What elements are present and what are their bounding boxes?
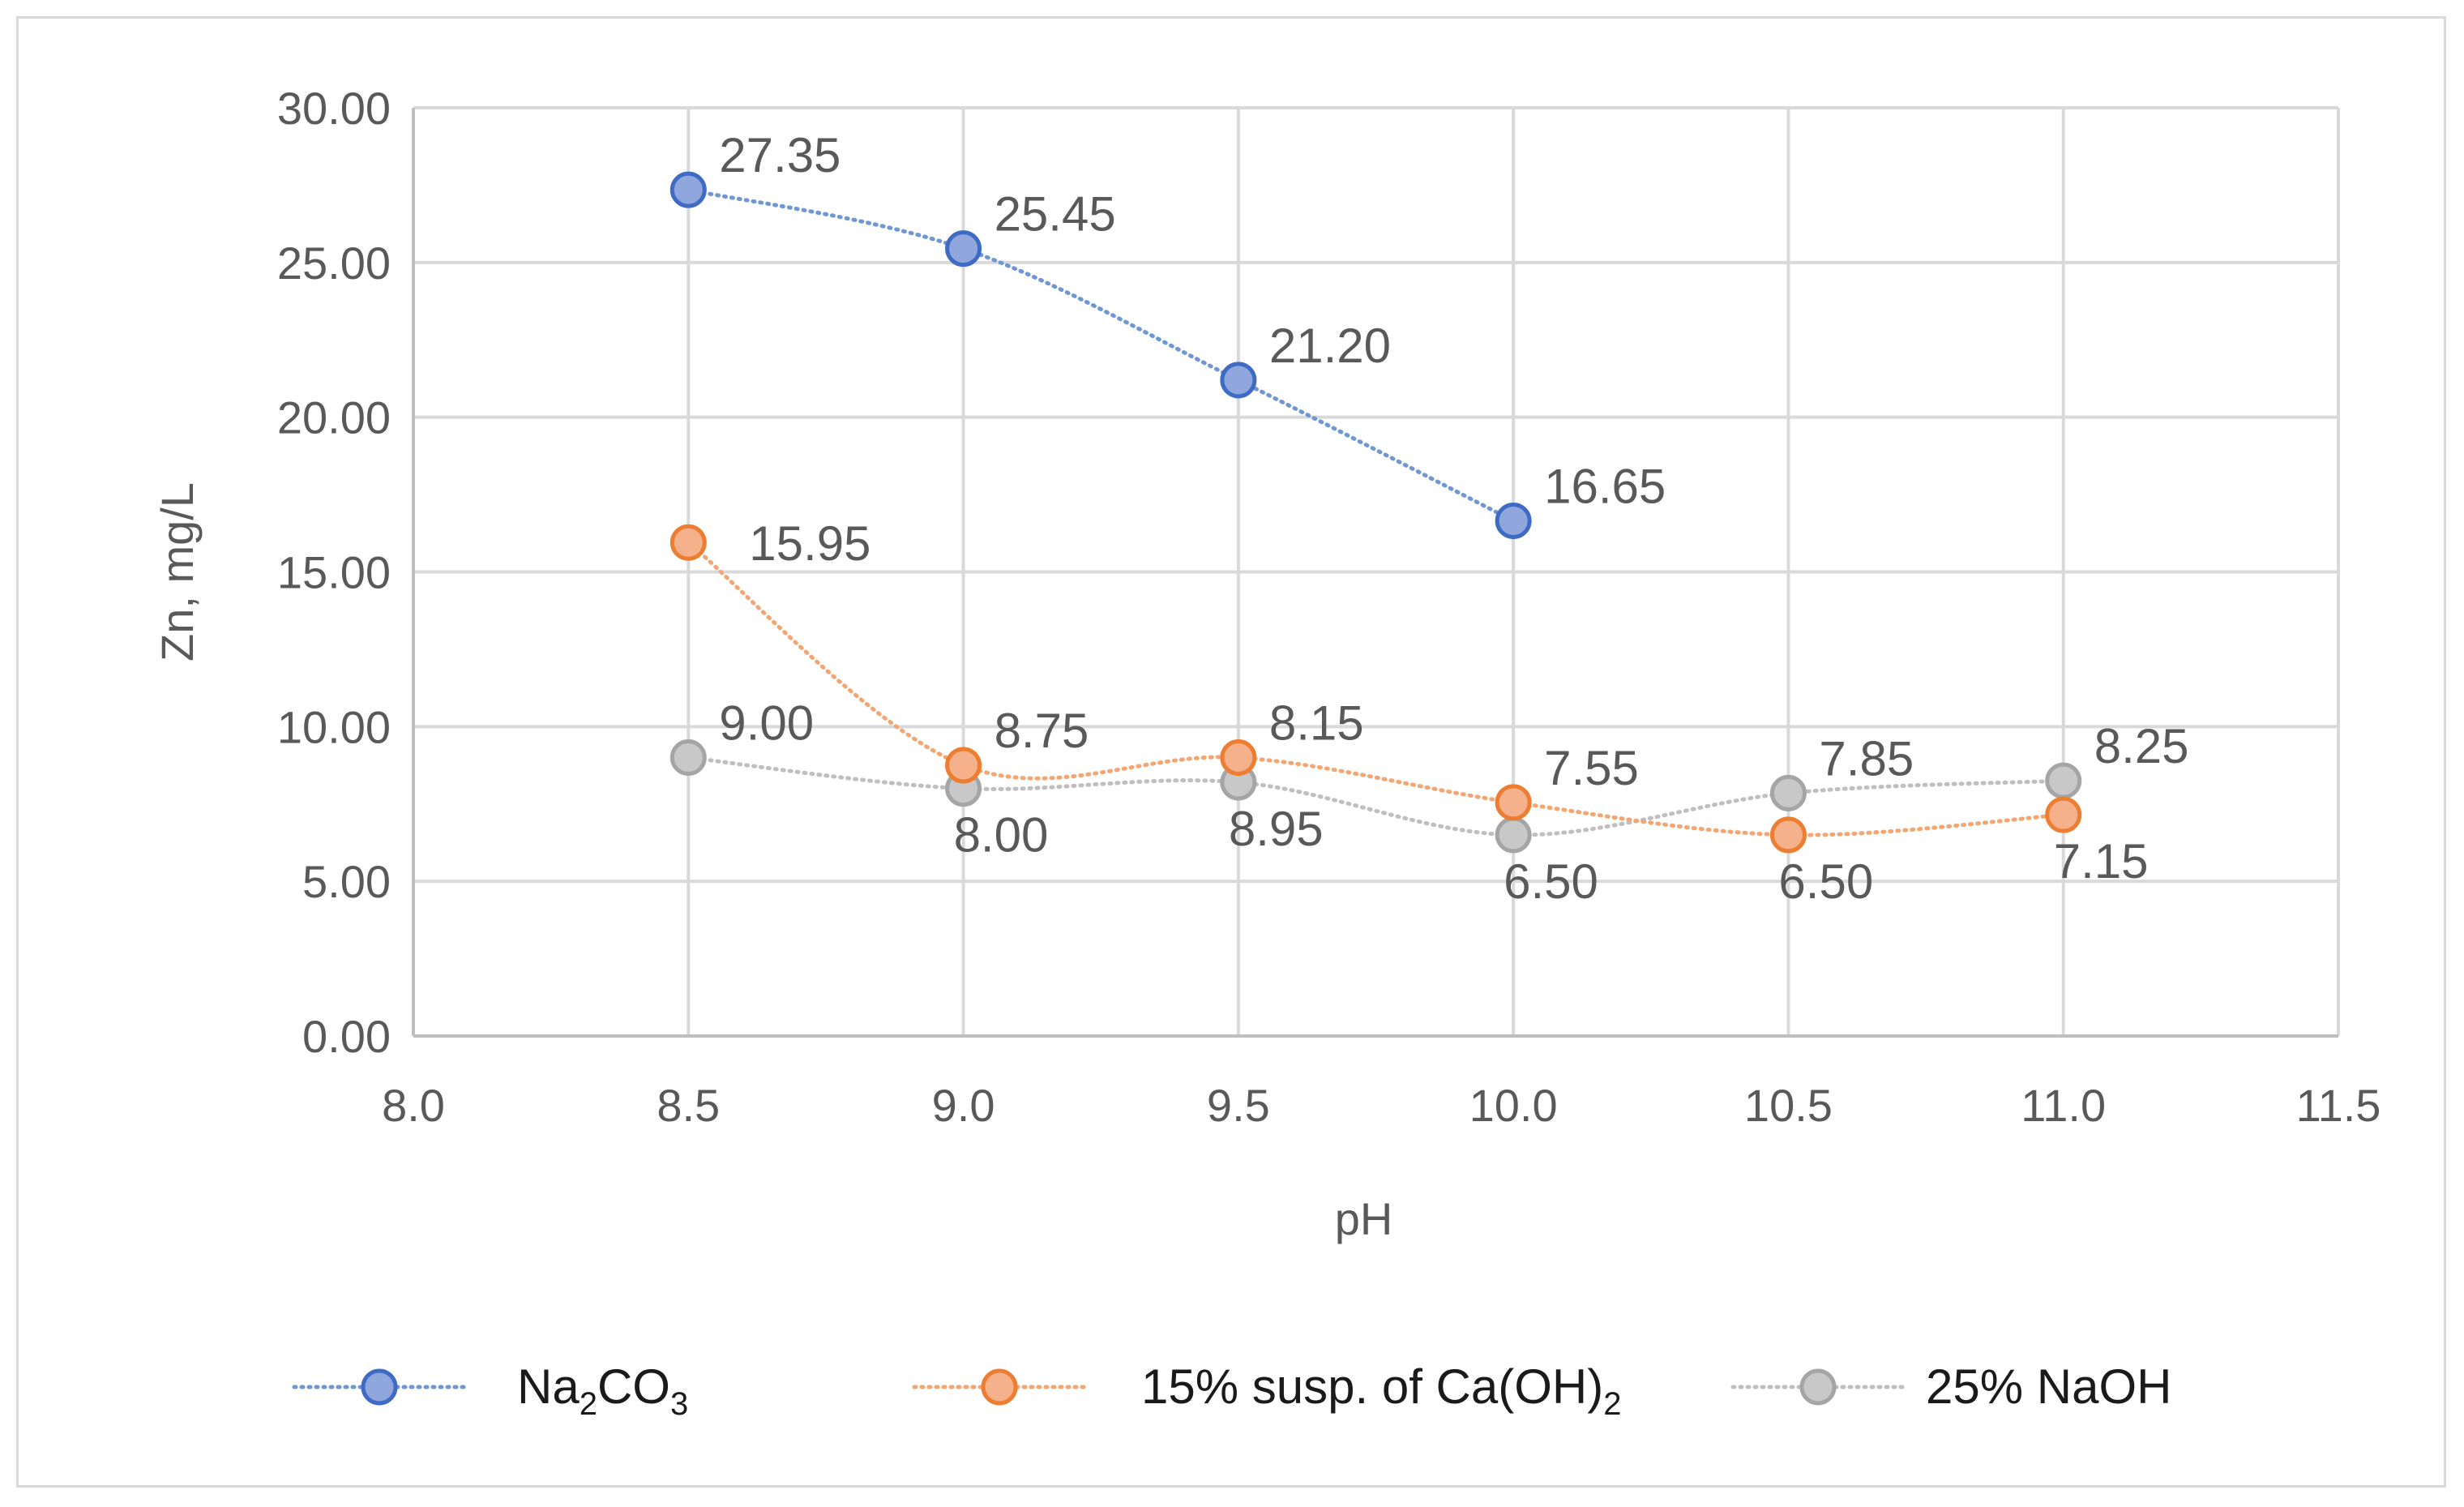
x-tick-label: 9.5: [1207, 1080, 1270, 1131]
data-label: 8.95: [1229, 802, 1324, 856]
x-tick-label: 10.5: [1744, 1080, 1833, 1131]
data-point-marker: [945, 230, 982, 268]
y-tick-label: 10.00: [277, 701, 391, 752]
gridlines: [413, 106, 2340, 1036]
data-label: 7.85: [1819, 731, 1914, 786]
data-label: 8.00: [954, 808, 1049, 863]
data-point-marker: [945, 747, 982, 784]
data-label: 8.25: [2094, 719, 2189, 773]
y-tick-label: 0.00: [302, 1011, 391, 1062]
y-tick-label: 15.00: [277, 547, 391, 598]
legend-item: 25% NaOH: [1730, 1359, 2171, 1414]
data-point-marker: [1495, 503, 1532, 540]
y-tick-label: 30.00: [277, 83, 391, 134]
data-point-marker: [1220, 362, 1257, 399]
legend-item: 15% susp. of Ca(OH)2: [912, 1359, 1621, 1422]
x-tick-label: 11.0: [2021, 1080, 2106, 1131]
data-point-marker: [2045, 762, 2082, 799]
data-point-marker: [1220, 739, 1257, 776]
data-label: 8.15: [1269, 696, 1364, 751]
legend-text-part: 25% NaOH: [1926, 1359, 2171, 1414]
data-point-marker: [669, 171, 707, 208]
legend-label: Na2CO3: [517, 1359, 688, 1422]
legend-subscript: 2: [1603, 1386, 1621, 1422]
data-labels: 9.00 8.00 8.95 6.50 7.85 8.25 15.95 8.75 8.15 7.5…: [719, 128, 2188, 909]
axes: 0.00 5.00 10.00 15.00 20.00 25.00 30.00 8.0 8.5 9…: [277, 83, 2381, 1131]
series-markers: [669, 171, 2082, 854]
legend-text-part: 15% susp. of Ca(OH): [1141, 1359, 1603, 1414]
data-label: 7.55: [1544, 741, 1639, 795]
data-label: 6.50: [1504, 854, 1598, 909]
x-tick-label: 9.0: [932, 1080, 995, 1131]
data-point-marker: [669, 524, 707, 561]
legend-marker-swatch: [361, 1368, 398, 1406]
legend-subscript: 2: [580, 1386, 597, 1422]
legend-subscript: 3: [670, 1386, 688, 1422]
data-label: 7.15: [2054, 834, 2149, 888]
legend: Na2CO3 15% susp. of Ca(OH)2 25% NaOH: [292, 1359, 2171, 1422]
data-label: 25.45: [995, 187, 1116, 242]
data-label: 8.75: [995, 704, 1089, 758]
data-point-marker: [1769, 816, 1807, 854]
series-line: [686, 756, 2066, 837]
data-point-marker: [1495, 816, 1532, 854]
legend-label: 25% NaOH: [1926, 1359, 2171, 1414]
chart-frame: 0.00 5.00 10.00 15.00 20.00 25.00 30.00 8.0 8.5 9…: [16, 16, 2446, 1488]
data-label: 16.65: [1544, 460, 1666, 514]
x-tick-label: 10.0: [1469, 1080, 1558, 1131]
data-label: 21.20: [1269, 319, 1391, 373]
data-point-marker: [669, 739, 707, 776]
y-axis-title: Zn, mg/L: [152, 482, 203, 661]
data-label: 6.50: [1778, 854, 1873, 909]
data-point-marker: [1495, 784, 1532, 821]
series-line: [686, 187, 1516, 524]
series-lines: [686, 187, 2066, 837]
data-point-marker: [2045, 796, 2082, 833]
data-label: 9.00: [719, 696, 814, 751]
line-chart: 0.00 5.00 10.00 15.00 20.00 25.00 30.00 8.0 8.5 9…: [152, 83, 2381, 1422]
legend-marker-swatch: [1799, 1368, 1837, 1406]
y-tick-label: 5.00: [302, 856, 391, 907]
data-label: 15.95: [749, 516, 871, 571]
y-tick-label: 25.00: [277, 238, 391, 289]
legend-text-part: CO: [597, 1359, 670, 1414]
x-tick-label: 11.5: [2296, 1080, 2381, 1131]
x-tick-label: 8.0: [382, 1080, 445, 1131]
legend-marker-swatch: [981, 1368, 1018, 1406]
legend-item: Na2CO3: [292, 1359, 688, 1422]
x-axis-title: pH: [1335, 1193, 1393, 1244]
legend-text-part: Na: [517, 1359, 580, 1414]
series-line: [686, 540, 2066, 837]
y-tick-label: 20.00: [277, 392, 391, 443]
data-label: 27.35: [719, 128, 841, 182]
legend-label: 15% susp. of Ca(OH)2: [1141, 1359, 1621, 1422]
x-tick-label: 8.5: [657, 1080, 720, 1131]
data-point-marker: [1769, 774, 1807, 811]
